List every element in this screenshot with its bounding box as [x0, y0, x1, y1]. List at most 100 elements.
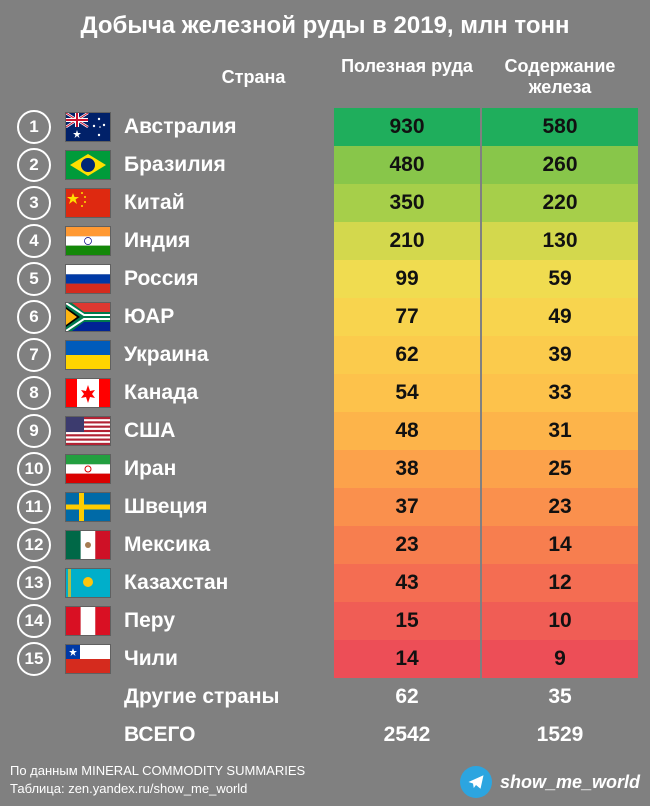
table-credit: Таблица: zen.yandex.ru/show_me_world: [10, 780, 305, 798]
iron-value: 39: [481, 336, 639, 374]
ore-value: 15: [333, 602, 481, 640]
table-row: 15 Чили149: [10, 640, 639, 678]
country-name: Австралия: [118, 108, 333, 146]
country-name: Китай: [118, 184, 333, 222]
table-row: 13 Казахстан4312: [10, 564, 639, 602]
ore-value: 43: [333, 564, 481, 602]
country-name: Украина: [118, 336, 333, 374]
ore-value: 23: [333, 526, 481, 564]
iron-value: 23: [481, 488, 639, 526]
rank-badge: 4: [17, 224, 51, 258]
country-name: Иран: [118, 450, 333, 488]
flag-icon: [65, 226, 111, 256]
flag-icon: [65, 606, 111, 636]
rank-badge: 2: [17, 148, 51, 182]
flag-icon: [65, 378, 111, 408]
table-row: 8 Канада5433: [10, 374, 639, 412]
ore-value: 14: [333, 640, 481, 678]
telegram-link[interactable]: show_me_world: [460, 766, 640, 798]
flag-icon: [65, 454, 111, 484]
country-name: Швеция: [118, 488, 333, 526]
table-row: 1Австралия930580: [10, 108, 639, 146]
rank-badge: 15: [17, 642, 51, 676]
source-credit: По данным MINERAL COMMODITY SUMMARIES: [10, 762, 305, 780]
rank-badge: 11: [17, 490, 51, 524]
table-row: 2 Бразилия480260: [10, 146, 639, 184]
rank-badge: 13: [17, 566, 51, 600]
iron-value: 25: [481, 450, 639, 488]
iron-value: 260: [481, 146, 639, 184]
rank-badge: 14: [17, 604, 51, 638]
page-title: Добыча железной руды в 2019, млн тонн: [10, 12, 640, 40]
flag-icon: [65, 150, 111, 180]
country-name: Мексика: [118, 526, 333, 564]
ore-value: 37: [333, 488, 481, 526]
total-ore: 2542: [333, 716, 481, 754]
iron-value: 59: [481, 260, 639, 298]
country-name: Россия: [118, 260, 333, 298]
rank-badge: 5: [17, 262, 51, 296]
ore-value: 99: [333, 260, 481, 298]
rank-badge: 9: [17, 414, 51, 448]
flag-icon: [65, 568, 111, 598]
rank-badge: 8: [17, 376, 51, 410]
flag-icon: [65, 340, 111, 370]
flag-icon: [65, 416, 111, 446]
others-row: Другие страны6235: [10, 678, 639, 716]
ore-value: 48: [333, 412, 481, 450]
iron-value: 14: [481, 526, 639, 564]
table-row: 14 Перу1510: [10, 602, 639, 640]
country-name: Чили: [118, 640, 333, 678]
iron-value: 33: [481, 374, 639, 412]
rank-badge: 12: [17, 528, 51, 562]
ore-value: 54: [333, 374, 481, 412]
col-country: Страна: [118, 50, 333, 108]
country-name: Индия: [118, 222, 333, 260]
country-name: Казахстан: [118, 564, 333, 602]
iron-value: 130: [481, 222, 639, 260]
flag-icon: [65, 644, 111, 674]
country-name: Бразилия: [118, 146, 333, 184]
rank-badge: 6: [17, 300, 51, 334]
ore-value: 77: [333, 298, 481, 336]
data-table: Страна Полезная руда Содержание железа 1…: [10, 50, 640, 754]
table-row: 11 Швеция3723: [10, 488, 639, 526]
telegram-icon: [460, 766, 492, 798]
flag-icon: [65, 188, 111, 218]
others-iron: 35: [481, 678, 639, 716]
ore-value: 38: [333, 450, 481, 488]
ore-value: 480: [333, 146, 481, 184]
ore-value: 350: [333, 184, 481, 222]
total-row: ВСЕГО25421529: [10, 716, 639, 754]
rank-badge: 1: [17, 110, 51, 144]
iron-value: 12: [481, 564, 639, 602]
telegram-handle: show_me_world: [500, 770, 640, 795]
footer: По данным MINERAL COMMODITY SUMMARIES Та…: [10, 762, 640, 798]
country-name: Канада: [118, 374, 333, 412]
rank-badge: 10: [17, 452, 51, 486]
rank-badge: 7: [17, 338, 51, 372]
ore-value: 62: [333, 336, 481, 374]
table-row: 12 Мексика2314: [10, 526, 639, 564]
flag-icon: [65, 264, 111, 294]
table-row: 5 Россия9959: [10, 260, 639, 298]
flag-icon: [65, 112, 111, 142]
iron-value: 49: [481, 298, 639, 336]
ore-value: 930: [333, 108, 481, 146]
total-iron: 1529: [481, 716, 639, 754]
table-row: 4 Индия210130: [10, 222, 639, 260]
ore-value: 210: [333, 222, 481, 260]
country-name: США: [118, 412, 333, 450]
iron-value: 10: [481, 602, 639, 640]
iron-value: 9: [481, 640, 639, 678]
rank-badge: 3: [17, 186, 51, 220]
col-ore: Полезная руда: [333, 50, 481, 108]
table-row: 9США4831: [10, 412, 639, 450]
others-label: Другие страны: [118, 678, 333, 716]
infographic-container: Добыча железной руды в 2019, млн тонн Ст…: [0, 0, 650, 806]
col-iron: Содержание железа: [481, 50, 639, 108]
iron-value: 220: [481, 184, 639, 222]
country-name: Перу: [118, 602, 333, 640]
total-label: ВСЕГО: [118, 716, 333, 754]
flag-icon: [65, 302, 111, 332]
